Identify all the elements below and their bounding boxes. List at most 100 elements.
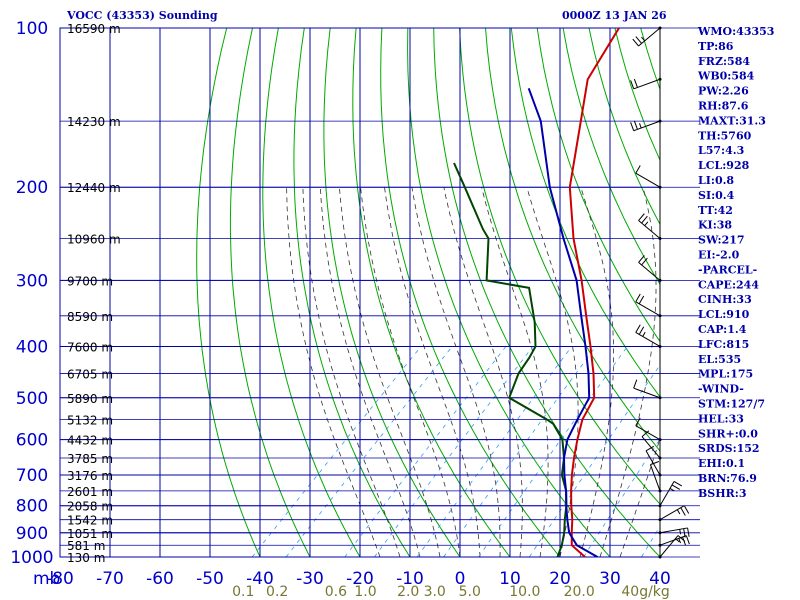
index-value: LCL:928	[698, 159, 750, 172]
temperature-tick-label: -50	[196, 569, 224, 589]
index-value: CINH:33	[698, 293, 752, 306]
index-value: KI:38	[698, 219, 732, 232]
height-tick-label: 14230 m	[67, 115, 121, 129]
index-value: TT:42	[698, 204, 733, 217]
dry-adiabat-line	[323, 28, 461, 557]
pressure-tick-label: 1000	[10, 548, 53, 568]
height-tick-label: 581 m	[67, 539, 105, 553]
index-value: EL:535	[698, 353, 741, 366]
index-value: SRDS:152	[698, 442, 760, 455]
dry-adiabat-line	[352, 28, 511, 557]
wind-barb	[658, 481, 683, 508]
pressure-tick-label: 900	[16, 524, 48, 544]
wind-barb	[635, 293, 662, 318]
index-value: HEL:33	[698, 412, 744, 425]
index-value: SHR+:0.0	[698, 427, 758, 440]
wind-barb	[658, 535, 690, 547]
moist-adiabat-line	[339, 187, 441, 557]
dry-adiabat-line	[380, 28, 561, 557]
pressure-tick-label: 800	[16, 497, 48, 517]
wind-barb	[633, 379, 662, 400]
temperature-tick-label: -30	[296, 569, 324, 589]
dry-adiabat-line	[262, 28, 361, 557]
mixing-ratio-line	[285, 346, 453, 557]
wind-barb	[658, 527, 690, 538]
index-value: LFC:815	[698, 338, 749, 351]
height-tick-label: 10960 m	[67, 233, 121, 247]
index-value: CAP:1.4	[698, 323, 747, 336]
index-value: BSHR:3	[698, 487, 747, 500]
mixing-ratio-label: 5.0	[459, 584, 481, 600]
index-value: MAXT:31.3	[698, 114, 766, 127]
index-value: -WIND-	[698, 383, 744, 396]
temperature-tick-label: 20	[549, 569, 571, 589]
index-value: CAPE:244	[698, 278, 759, 291]
moist-adiabat-line	[481, 187, 549, 557]
height-tick-label: 2058 m	[67, 500, 113, 514]
index-value: STM:127/7	[698, 398, 765, 411]
pressure-tick-label: 300	[16, 271, 48, 291]
pressure-tick-label: 600	[16, 431, 48, 451]
index-value: SI:0.4	[698, 189, 735, 202]
dry-adiabat-line	[407, 28, 611, 557]
index-value: LI:0.8	[698, 174, 734, 187]
index-value: EI:-2.0	[698, 249, 740, 262]
mixing-ratio-label: 0.6	[325, 584, 347, 600]
height-tick-label: 2601 m	[67, 485, 113, 499]
index-value: PW:2.26	[698, 85, 749, 98]
height-tick-label: 4432 m	[67, 434, 113, 448]
wind-barb	[658, 505, 690, 522]
dry-adiabat-line	[196, 28, 261, 557]
temperature-tick-label: -10	[396, 569, 424, 589]
dry-adiabat-line	[229, 28, 311, 557]
mb-axis-label: mb	[33, 569, 60, 589]
pressure-tick-label: 200	[16, 178, 48, 198]
dry-adiabat-line	[459, 28, 660, 505]
wind-barb	[635, 324, 662, 348]
mixing-ratio-line	[528, 364, 660, 557]
wind-barb	[641, 430, 662, 460]
index-value: -PARCEL-	[698, 263, 757, 276]
mixing-ratio-label: 20.0	[564, 584, 595, 600]
mixing-ratio-label: 10.0	[509, 584, 540, 600]
moist-adiabat-line	[411, 187, 501, 557]
temperature-tick-label: 30	[599, 569, 621, 589]
moist-adiabat-line	[302, 187, 401, 557]
wind-barb	[638, 213, 662, 241]
height-tick-label: 5132 m	[67, 414, 113, 428]
index-value: SW:217	[698, 234, 745, 247]
wind-barb-column	[630, 26, 690, 559]
pressure-tick-label: 100	[16, 19, 48, 39]
index-value: EHI:0.1	[698, 457, 745, 470]
height-tick-label: 130 m	[67, 551, 105, 565]
height-tick-label: 1051 m	[67, 527, 113, 541]
temperature-tick-label: 40	[649, 569, 671, 589]
wind-barb	[645, 445, 662, 477]
moist-adiabat-line	[319, 187, 421, 557]
wind-barb	[630, 119, 662, 132]
index-value: L57:4.3	[698, 144, 744, 157]
temperature-tick-label: -20	[346, 569, 374, 589]
mixing-ratio-line	[478, 346, 628, 557]
index-value: WB0:584	[697, 70, 755, 83]
wind-barb	[632, 26, 662, 47]
height-tick-label: 16590 m	[67, 22, 121, 36]
mixing-ratio-line	[344, 346, 507, 557]
wind-barb	[630, 77, 662, 90]
mixing-ratio-label: 1.0	[354, 584, 376, 600]
pressure-tick-label: 500	[16, 389, 48, 409]
mixing-ratio-label: 40g/kg	[621, 584, 669, 600]
height-tick-label: 12440 m	[67, 181, 121, 195]
index-value: RH:87.6	[698, 100, 749, 113]
pressure-tick-label: 700	[16, 466, 48, 486]
index-value: WMO:43353	[697, 25, 774, 38]
index-value: FRZ:584	[698, 55, 750, 68]
temperature-tick-label: -40	[246, 569, 274, 589]
height-tick-label: 5890 m	[67, 392, 113, 406]
wind-barb	[635, 417, 662, 442]
temperature-tick-label: 0	[455, 569, 466, 589]
pressure-tick-label: 400	[16, 337, 48, 357]
mixing-ratio-label: 0.2	[266, 584, 288, 600]
chart-title: VOCC (43353) Sounding	[66, 9, 218, 22]
